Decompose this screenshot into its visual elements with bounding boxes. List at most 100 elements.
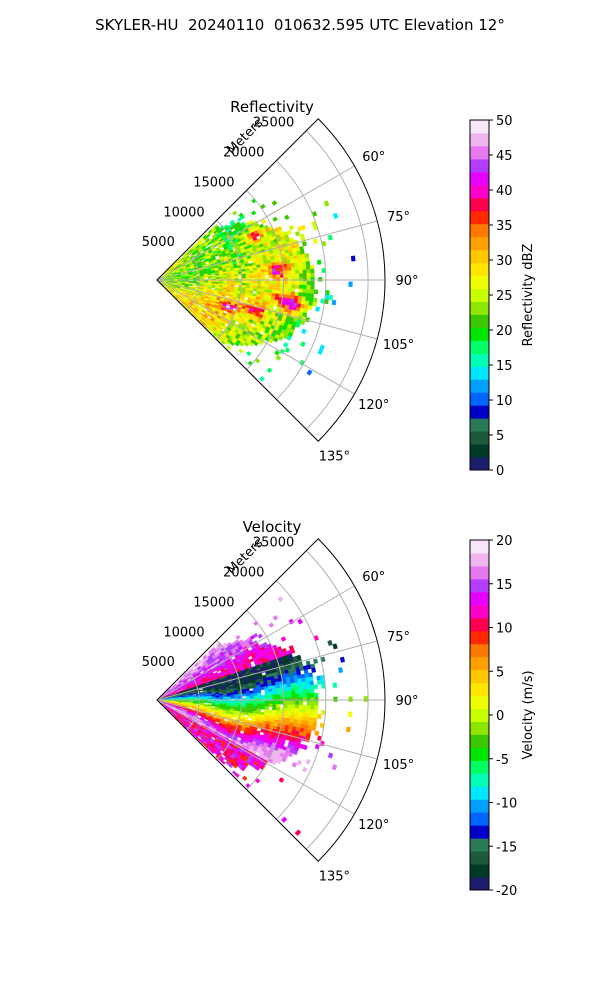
azimuth-tick-label: 60° — [362, 570, 385, 585]
colorbar-tick-label: 0 — [496, 464, 504, 479]
azimuth-gridline — [156, 220, 378, 281]
colorbar-swatch — [470, 540, 489, 554]
azimuth-tick-label: 105° — [383, 338, 414, 353]
colorbar-swatch — [470, 799, 489, 813]
azimuth-gridline — [156, 699, 355, 815]
colorbar-swatch — [470, 197, 489, 212]
sector-frame — [156, 538, 386, 862]
colorbar-tick-label: 40 — [496, 184, 513, 199]
colorbar-swatch — [470, 760, 489, 774]
azimuth-tick-label: 135° — [319, 449, 350, 464]
colorbar-swatch — [470, 444, 489, 458]
colorbar-swatch — [470, 786, 489, 800]
colorbar-swatch — [470, 825, 489, 839]
colorbar-swatch — [470, 405, 489, 419]
range-tick-label: 20000 — [223, 146, 264, 161]
colorbar-swatch — [470, 392, 489, 406]
range-tick-label: 5000 — [142, 235, 175, 250]
colorbar-swatch — [470, 210, 489, 225]
colorbar-tick-label: 50 — [496, 114, 513, 129]
colorbar-swatch — [470, 353, 489, 367]
azimuth-tick-label: 120° — [358, 818, 389, 833]
colorbar: -20 -15 -10 -5 0 5 10 15 20 Velocity (m/s) — [469, 534, 536, 899]
colorbar-swatch — [470, 630, 489, 645]
page-title: SKYLER-HU 20240110 010632.595 UTC Elevat… — [95, 16, 505, 34]
colorbar: 0 5 10 15 20 25 30 35 40 45 50 Reflectivity dBZ — [469, 114, 536, 479]
colorbar-tick-label: -15 — [496, 840, 517, 855]
colorbar-tick-label: 20 — [496, 534, 513, 549]
azimuth-tick-label: 90° — [395, 274, 418, 289]
azimuth-gridline — [156, 585, 355, 701]
colorbar-tick-label: -5 — [496, 753, 509, 768]
colorbar-swatch — [470, 734, 489, 748]
colorbar-swatch — [470, 838, 489, 852]
colorbar-swatch — [470, 864, 489, 878]
azimuth-tick-label: 135° — [319, 869, 350, 884]
range-tick-label: 25000 — [253, 116, 294, 131]
colorbar-tick-label: 5 — [496, 429, 504, 444]
colorbar-swatch — [470, 262, 489, 277]
colorbar-swatch — [470, 682, 489, 697]
range-tick-label: 10000 — [163, 205, 204, 220]
colorbar-swatch — [470, 591, 489, 606]
colorbar-swatch — [470, 120, 489, 134]
colorbar-swatch — [470, 877, 489, 891]
colorbar-swatch — [470, 457, 489, 471]
azimuth-tick-label: 120° — [358, 398, 389, 413]
range-tick-label: 10000 — [163, 625, 204, 640]
colorbar-tick-label: 20 — [496, 324, 513, 339]
azimuth-gridline — [156, 165, 355, 281]
colorbar-swatch — [470, 184, 489, 199]
reflectivity-panel: 60° 75° 90° 105° 120° 135° 5000 10000 15000 20000… — [142, 98, 536, 479]
velocity-panel: 60° 75° 90° 105° 120° 135° 5000 10000 15000 20000… — [142, 518, 536, 899]
colorbar-swatch — [470, 708, 489, 722]
colorbar-swatch — [470, 171, 489, 186]
colorbar-swatch — [470, 236, 489, 251]
colorbar-swatch — [470, 617, 489, 632]
colorbar-swatch — [470, 132, 489, 147]
colorbar-swatch — [470, 656, 489, 671]
colorbar-swatch — [470, 158, 489, 173]
range-tick-label: 15000 — [193, 595, 234, 610]
colorbar-tick-label: -10 — [496, 797, 517, 812]
colorbar-tick-label: 5 — [496, 665, 504, 680]
colorbar-swatch — [470, 327, 489, 341]
azimuth-gridline — [156, 699, 378, 760]
azimuth-tick-label: 60° — [362, 150, 385, 165]
colorbar-swatch — [470, 301, 489, 315]
range-tick-label: 15000 — [193, 175, 234, 190]
colorbar-swatch — [470, 379, 489, 393]
colorbar-label: Reflectivity dBZ — [521, 244, 536, 347]
colorbar-label: Velocity (m/s) — [521, 670, 536, 759]
azimuth-tick-label: 75° — [387, 630, 410, 645]
colorbar-tick-label: 15 — [496, 359, 513, 374]
colorbar-tick-label: 10 — [496, 622, 513, 637]
radar-field — [157, 198, 356, 382]
colorbar-tick-label: 25 — [496, 289, 513, 304]
range-tick-label: 20000 — [223, 566, 264, 581]
colorbar-swatch — [470, 669, 489, 684]
colorbar-tick-label: 30 — [496, 254, 513, 269]
colorbar-tick-label: 15 — [496, 578, 513, 593]
colorbar-swatch — [470, 773, 489, 787]
colorbar-swatch — [470, 721, 489, 735]
range-tick-label: 25000 — [253, 536, 294, 551]
colorbar-tick-label: 45 — [496, 149, 513, 164]
colorbar-swatch — [470, 288, 489, 302]
azimuth-tick-label: 105° — [383, 758, 414, 773]
colorbar-swatch — [470, 747, 489, 761]
colorbar-swatch — [470, 578, 489, 593]
colorbar-swatch — [470, 340, 489, 354]
colorbar-swatch — [470, 812, 489, 826]
panel-title: Reflectivity — [230, 98, 314, 116]
colorbar-swatch — [470, 851, 489, 865]
colorbar-swatch — [470, 552, 489, 567]
colorbar-swatch — [470, 565, 489, 580]
azimuth-tick-label: 90° — [395, 694, 418, 709]
colorbar-tick-label: -20 — [496, 884, 517, 899]
azimuth-gridline — [156, 279, 378, 340]
colorbar-swatch — [470, 366, 489, 380]
panel-title: Velocity — [243, 518, 302, 536]
azimuth-tick-label: 75° — [387, 210, 410, 225]
colorbar-swatch — [470, 604, 489, 619]
